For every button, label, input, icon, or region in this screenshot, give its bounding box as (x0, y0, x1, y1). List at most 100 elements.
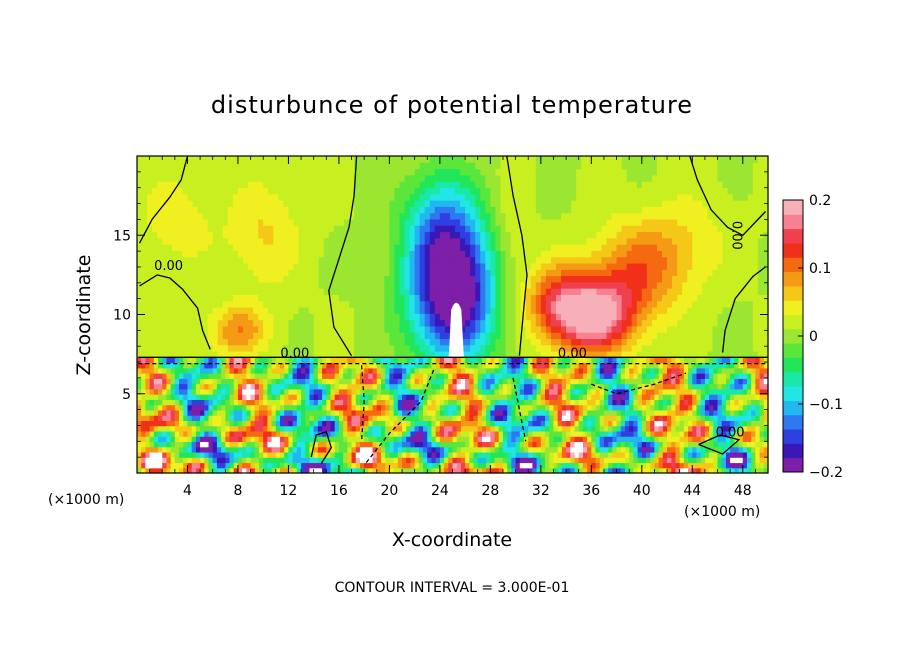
heatmap-cell (258, 193, 264, 201)
heatmap-cell (167, 306, 173, 314)
heatmap-cell (137, 436, 142, 443)
heatmap-cell (187, 325, 194, 333)
heatmap-cell (732, 218, 739, 226)
heatmap-cell (561, 332, 567, 340)
heatmap-cell (616, 351, 623, 358)
heatmap-cell (581, 156, 587, 163)
heatmap-cell (182, 275, 189, 283)
heatmap-cell (561, 262, 567, 270)
heatmap-cell (424, 344, 431, 352)
heatmap-cell (207, 319, 214, 327)
heatmap-cell (581, 300, 587, 308)
heatmap-cell (752, 319, 759, 327)
heatmap-cell (682, 237, 688, 245)
heatmap-cell (333, 300, 340, 308)
heatmap-cell (258, 269, 264, 277)
heatmap-cell (389, 225, 396, 233)
heatmap-cell (268, 212, 274, 220)
heatmap-cell (656, 193, 663, 201)
heatmap-cell (313, 237, 320, 245)
heatmap-cell (246, 373, 252, 379)
heatmap-cell (697, 218, 703, 226)
heatmap-cell (384, 262, 390, 270)
heatmap-cell (480, 206, 486, 214)
heatmap-cell (616, 193, 623, 201)
heatmap-cell (303, 225, 310, 233)
heatmap-cell (233, 399, 239, 406)
heatmap-cell (399, 325, 406, 333)
heatmap-cell (399, 344, 406, 352)
heatmap-cell (258, 218, 264, 226)
heatmap-cell (606, 244, 613, 251)
heatmap-cell (399, 162, 406, 170)
heatmap-cell (137, 325, 143, 333)
heatmap-cell (561, 193, 567, 201)
heatmap-cell (258, 294, 264, 302)
heatmap-cell (263, 425, 269, 432)
heatmap-cell (460, 225, 466, 233)
heatmap-cell (258, 467, 264, 474)
heatmap-cell (233, 357, 239, 364)
heatmap-cell (470, 256, 476, 264)
heatmap-cell (520, 168, 527, 176)
heatmap-cell (338, 250, 345, 258)
heatmap-cell (292, 357, 298, 364)
heatmap-cell (268, 156, 274, 163)
heatmap-cell (192, 206, 199, 214)
heatmap-cell (611, 300, 618, 308)
heatmap-cell (429, 200, 436, 207)
heatmap-cell (222, 244, 229, 251)
heatmap-cell (258, 313, 264, 321)
heatmap-cell (651, 332, 658, 340)
heatmap-cell (389, 181, 396, 189)
heatmap-cell (631, 262, 638, 270)
heatmap-cell (258, 231, 264, 239)
heatmap-cell (308, 174, 315, 182)
heatmap-cell (303, 244, 310, 251)
heatmap-cell (145, 367, 151, 374)
heatmap-cell (167, 332, 173, 340)
heatmap-cell (374, 332, 380, 340)
heatmap-cell (404, 212, 411, 220)
heatmap-cell (485, 281, 491, 289)
heatmap-cell (374, 262, 380, 270)
heatmap-cell (296, 388, 302, 395)
heatmap-cell (702, 181, 709, 189)
heatmap-cell (275, 383, 281, 390)
heatmap-cell (182, 344, 189, 352)
heatmap-cell (167, 218, 173, 226)
heatmap-cell (409, 187, 416, 195)
heatmap-cell (263, 294, 269, 302)
heatmap-cell (555, 300, 562, 308)
heatmap-cell (338, 351, 345, 358)
heatmap-cell (677, 162, 683, 170)
heatmap-cell (187, 383, 193, 390)
heatmap-cell (237, 430, 243, 437)
heatmap-cell (271, 467, 277, 474)
heatmap-cell (389, 193, 396, 201)
heatmap-cell (200, 373, 205, 379)
heatmap-cell (187, 200, 194, 207)
heatmap-cell (636, 300, 643, 308)
heatmap-cell (293, 325, 300, 333)
heatmap-cell (145, 409, 151, 416)
heatmap-cell (152, 281, 158, 289)
heatmap-cell (202, 288, 209, 295)
heatmap-cell (515, 181, 522, 189)
heatmap-cell (318, 306, 325, 314)
heatmap-cell (207, 187, 214, 195)
heatmap-cell (263, 404, 269, 411)
heatmap-cell (661, 344, 668, 352)
heatmap-cell (170, 467, 176, 474)
heatmap-cell (752, 288, 759, 295)
heatmap-cell (217, 206, 224, 214)
heatmap-cell (179, 451, 184, 458)
heatmap-cell (616, 156, 623, 163)
heatmap-cell (298, 262, 305, 270)
heatmap-cell (550, 237, 557, 245)
heatmap-cell (250, 415, 256, 422)
heatmap-cell (369, 338, 375, 346)
heatmap-cell (221, 420, 226, 427)
heatmap-cell (298, 351, 305, 358)
heatmap-cell (268, 187, 274, 195)
